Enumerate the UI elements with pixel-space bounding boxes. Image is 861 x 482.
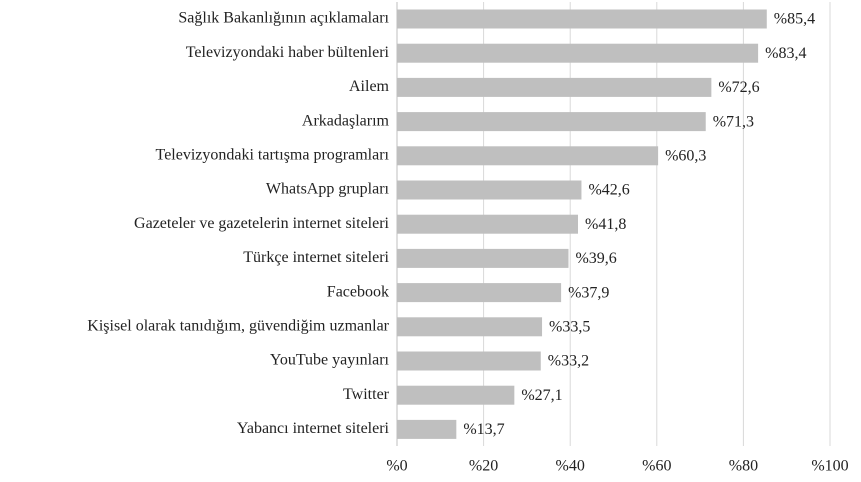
y-tick-label: Kişisel olarak tanıdığım, güvendiğim uzm…	[87, 317, 389, 334]
value-label: %37,9	[568, 284, 609, 301]
bar	[397, 248, 569, 268]
bar	[397, 351, 541, 371]
bar	[397, 419, 457, 439]
x-tick-label: %100	[811, 458, 848, 475]
value-label: %39,6	[575, 250, 616, 267]
bar	[397, 77, 712, 97]
value-label: %60,3	[665, 147, 706, 164]
bar	[397, 180, 582, 200]
y-tick-label: Yabancı internet siteleri	[237, 420, 390, 437]
y-tick-label: Ailem	[349, 78, 390, 95]
y-tick-label: Türkçe internet siteleri	[243, 249, 389, 266]
bar	[397, 112, 706, 132]
y-tick-label: Arkadaşlarım	[302, 112, 390, 129]
x-tick-label: %40	[556, 458, 585, 475]
value-label: %33,2	[548, 353, 589, 370]
value-label: %27,1	[521, 387, 562, 404]
value-label: %42,6	[588, 182, 629, 199]
y-tick-label: Televizyondaki haber bültenleri	[186, 44, 390, 61]
value-label: %83,4	[765, 45, 806, 62]
x-tick-label: %20	[469, 458, 498, 475]
x-tick-label: %0	[386, 458, 407, 475]
value-label: %72,6	[718, 79, 759, 96]
bar	[397, 214, 578, 234]
y-tick-label: Gazeteler ve gazetelerin internet sitele…	[134, 215, 390, 232]
bar	[397, 146, 659, 166]
x-tick-label: %80	[729, 458, 758, 475]
value-label: %33,5	[549, 318, 590, 335]
bar	[397, 283, 562, 303]
y-tick-label: Twitter	[343, 386, 390, 403]
y-tick-label: YouTube yayınları	[270, 352, 390, 369]
bar	[397, 9, 767, 29]
bar	[397, 385, 515, 405]
value-label: %71,3	[713, 113, 754, 130]
y-tick-label: Televizyondaki tartışma programları	[156, 146, 390, 163]
y-tick-label: Sağlık Bakanlığının açıklamaları	[178, 10, 389, 27]
value-label: %41,8	[585, 216, 626, 233]
bar	[397, 317, 543, 337]
y-tick-label: Facebook	[327, 283, 389, 300]
value-label: %13,7	[463, 421, 504, 438]
value-label: %85,4	[774, 11, 815, 28]
y-tick-label: WhatsApp grupları	[266, 181, 390, 198]
bar	[397, 43, 759, 63]
x-tick-label: %60	[642, 458, 671, 475]
